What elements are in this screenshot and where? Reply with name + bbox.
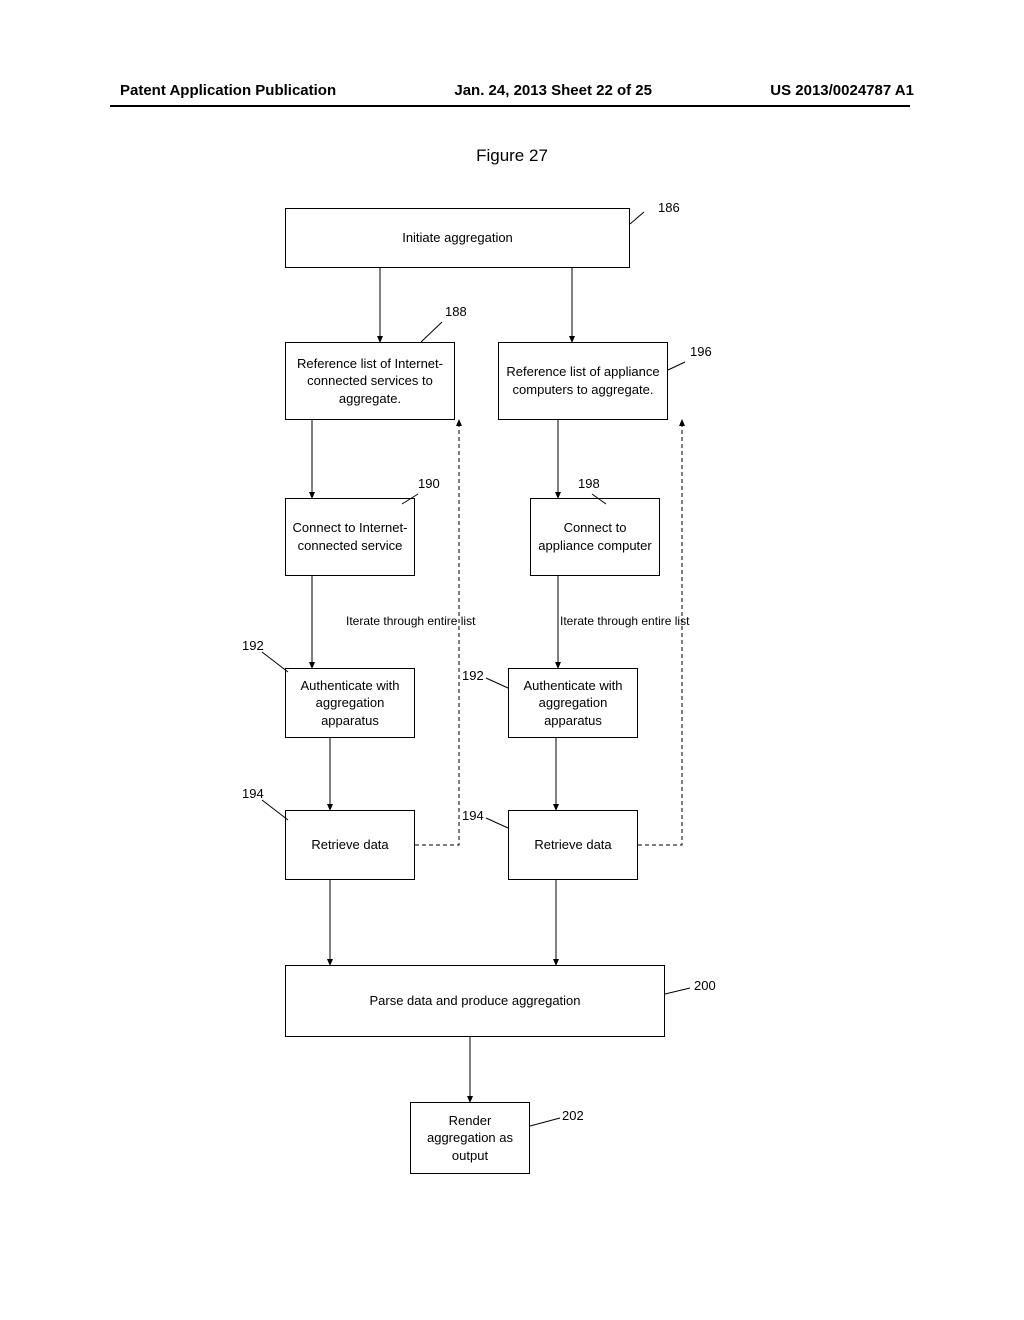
ref-202: 202 (562, 1108, 584, 1123)
box-retrieve-data-left: Retrieve data (285, 810, 415, 880)
ref-190: 190 (418, 476, 440, 491)
box-connect-internet-service: Connect to Internet-connected service (285, 498, 415, 576)
ref-188: 188 (445, 304, 467, 319)
header-right: US 2013/0024787 A1 (770, 82, 914, 99)
box-authenticate-left: Authenticate with aggregation apparatus (285, 668, 415, 738)
ref-198: 198 (578, 476, 600, 491)
ref-194-left: 194 (242, 786, 264, 801)
box-ref-appliance-computers: Reference list of appliance computers to… (498, 342, 668, 420)
iterate-label-right: Iterate through entire list (560, 614, 689, 628)
box-parse-produce: Parse data and produce aggregation (285, 965, 665, 1037)
box-render-output: Render aggregation as output (410, 1102, 530, 1174)
box-authenticate-right: Authenticate with aggregation apparatus (508, 668, 638, 738)
figure-title: Figure 27 (0, 146, 1024, 166)
box-initiate-aggregation: Initiate aggregation (285, 208, 630, 268)
ref-200: 200 (694, 978, 716, 993)
ref-192-right: 192 (462, 668, 484, 683)
header-left: Patent Application Publication (120, 82, 336, 99)
iterate-label-left: Iterate through entire list (346, 614, 475, 628)
page: Patent Application Publication Jan. 24, … (0, 0, 1024, 1320)
ref-196: 196 (690, 344, 712, 359)
box-ref-internet-services: Reference list of Internet-connected ser… (285, 342, 455, 420)
page-header: Patent Application Publication Jan. 24, … (0, 82, 1024, 99)
box-connect-appliance: Connect to appliance computer (530, 498, 660, 576)
header-rule (110, 105, 910, 107)
ref-186: 186 (658, 200, 680, 215)
box-retrieve-data-right: Retrieve data (508, 810, 638, 880)
ref-194-right: 194 (462, 808, 484, 823)
ref-192-left: 192 (242, 638, 264, 653)
header-center: Jan. 24, 2013 Sheet 22 of 25 (454, 82, 652, 99)
